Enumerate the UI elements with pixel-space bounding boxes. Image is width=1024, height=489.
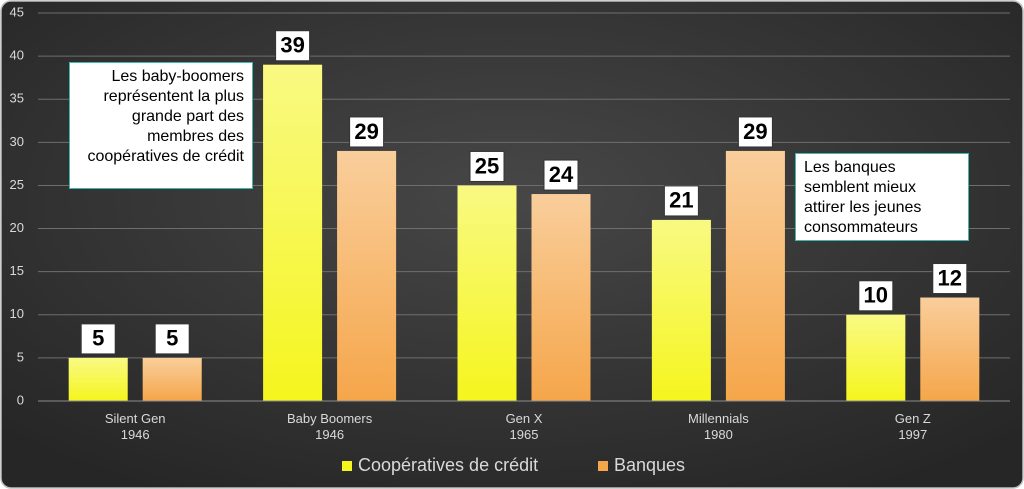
y-tick-label: 0 (17, 392, 24, 407)
data-label: 5 (166, 326, 178, 351)
annotation: Les baby-boomers représentent la plus gr… (69, 62, 253, 189)
legend-swatch (342, 460, 352, 471)
y-tick-label: 15 (10, 263, 24, 278)
data-label-box (80, 323, 116, 355)
data-label-box (663, 185, 699, 217)
y-tick-label: 10 (10, 306, 24, 321)
y-tick-label: 35 (10, 91, 24, 106)
data-label: 39 (280, 33, 304, 58)
data-label: 29 (354, 119, 378, 144)
y-tick-label: 45 (10, 4, 24, 19)
annotation: Les banques semblent mieux attirer les j… (795, 153, 969, 241)
data-label-box (275, 30, 311, 62)
x-tick-label: Gen X 1965 (505, 411, 543, 442)
legend-item: Coopératives de crédit (342, 455, 538, 476)
y-tick-label: 20 (10, 220, 24, 235)
bar (337, 150, 397, 401)
data-label: 24 (549, 162, 574, 187)
legend-item: Banques (598, 455, 685, 476)
bar (531, 194, 591, 401)
data-label-box (154, 323, 190, 355)
data-label-box (737, 116, 773, 148)
bar (457, 185, 517, 401)
y-tick-label: 5 (17, 349, 24, 364)
bar (68, 357, 128, 401)
data-label: 21 (669, 188, 693, 213)
y-tick-label: 30 (10, 134, 24, 149)
x-tick-label: Gen Z 1997 (894, 411, 931, 442)
y-tick-label: 40 (10, 48, 24, 63)
data-label: 10 (864, 283, 888, 308)
bar (651, 219, 711, 401)
data-label-box (932, 263, 968, 295)
data-label: 12 (938, 265, 962, 290)
data-label-box (858, 280, 894, 312)
y-tick-label: 25 (10, 177, 24, 192)
legend-label: Coopératives de crédit (358, 455, 539, 475)
x-tick-label: Baby Boomers 1946 (286, 411, 373, 442)
data-label-box (469, 150, 505, 182)
bar (846, 314, 906, 401)
data-label-box (543, 159, 579, 191)
bar (725, 150, 785, 401)
legend-label: Banques (614, 455, 686, 475)
data-label: 25 (475, 153, 499, 178)
bar (920, 297, 980, 401)
data-label-box (349, 116, 385, 148)
data-label: 5 (92, 326, 104, 351)
x-tick-label: Millennials 1980 (688, 411, 749, 442)
legend-swatch (598, 460, 608, 471)
bar (263, 64, 323, 401)
data-label: 29 (743, 119, 767, 144)
x-tick-label: Silent Gen 1946 (104, 411, 166, 442)
bar (142, 357, 202, 401)
